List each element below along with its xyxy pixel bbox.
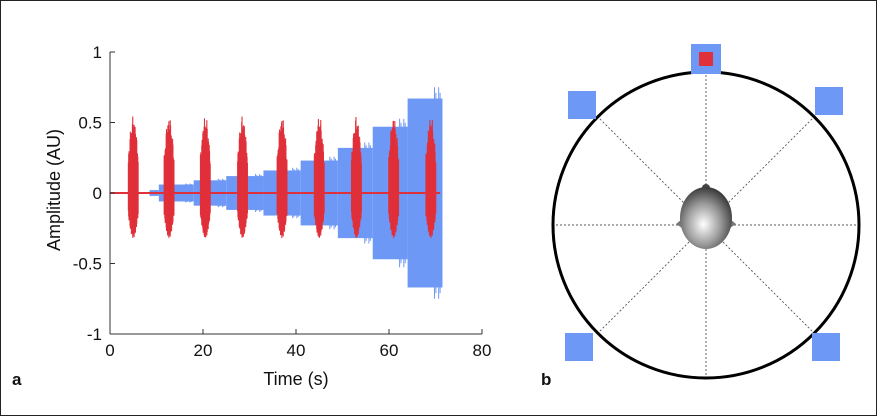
speaker-bottom-left: [565, 333, 593, 361]
panel-a-label: a: [12, 370, 22, 389]
x-tick-label: 20: [194, 341, 213, 360]
listener-head: [676, 184, 736, 249]
x-tick-label: 60: [380, 341, 399, 360]
burst-mark: [351, 116, 362, 238]
y-tick-label: -0.5: [73, 255, 102, 274]
speaker-top-left: [568, 91, 596, 119]
x-tick-label: 0: [105, 341, 114, 360]
burst-mark: [237, 116, 248, 238]
burst-mark: [313, 119, 325, 238]
spoke-line: [705, 224, 814, 333]
x-axis-label: Time (s): [263, 369, 328, 389]
x-tick-label: 40: [287, 341, 306, 360]
spoke-line: [598, 224, 707, 333]
plot-area: [110, 87, 443, 299]
panel-a-chart: 1 0.5 0 -0.5 -1 0 20 40 60 80 Time (s) Amplitude…: [12, 43, 491, 389]
y-tick-label: 1: [93, 43, 102, 62]
burst-mark: [163, 120, 175, 238]
y-tick-label: 0.5: [78, 114, 102, 133]
y-tick-label: 0: [93, 184, 102, 203]
burst-mark: [199, 118, 211, 238]
burst-mark: [127, 116, 139, 238]
panel-b-label: b: [541, 370, 551, 389]
x-tick-label: 80: [473, 341, 492, 360]
speaker-top-active: [699, 52, 713, 66]
burst-mark: [388, 120, 400, 239]
burst-mark: [276, 120, 288, 239]
panel-b-diagram: b: [541, 44, 861, 389]
y-tick-label: -1: [87, 325, 102, 344]
y-axis-label: Amplitude (AU): [44, 129, 64, 251]
speaker-top-right: [815, 87, 843, 115]
x-ticks: 0 20 40 60 80: [105, 329, 491, 360]
speaker-bottom-right: [812, 333, 840, 361]
y-ticks: 1 0.5 0 -0.5 -1: [73, 43, 115, 344]
listener-head-shape: [680, 187, 732, 249]
burst-mark: [425, 120, 437, 239]
